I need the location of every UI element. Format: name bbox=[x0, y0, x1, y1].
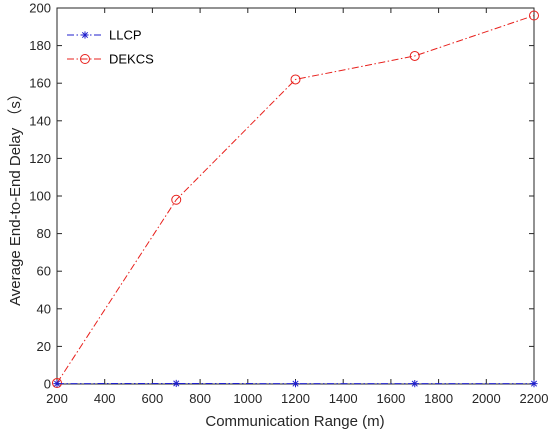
x-tick-label: 2000 bbox=[472, 391, 501, 406]
y-tick-label: 60 bbox=[37, 264, 51, 279]
data-point-dekcs bbox=[529, 10, 539, 21]
legend: LLCP DEKCS bbox=[62, 17, 170, 73]
x-tick-label: 1200 bbox=[281, 391, 310, 406]
data-point-llcp bbox=[291, 380, 300, 388]
x-tick-label: 1400 bbox=[329, 391, 358, 406]
y-tick-label: 180 bbox=[29, 38, 51, 53]
y-tick-label: 80 bbox=[37, 226, 51, 241]
series-layer bbox=[52, 10, 539, 389]
data-point-dekcs bbox=[171, 194, 182, 205]
legend-marker bbox=[81, 31, 89, 39]
x-tick-label: 2200 bbox=[520, 391, 549, 406]
y-axis: 0 20 40 60 80 100 120 140 160 180 200 bbox=[29, 1, 534, 392]
data-point-llcp bbox=[411, 380, 419, 388]
data-point-llcp bbox=[530, 380, 538, 388]
y-tick-label: 200 bbox=[29, 1, 51, 16]
data-point-dekcs bbox=[409, 50, 420, 61]
data-point-llcp bbox=[53, 380, 61, 388]
legend-box bbox=[62, 17, 170, 73]
y-axis-label: Average End-to-End Delay （s） bbox=[7, 86, 24, 306]
y-tick-label: 140 bbox=[29, 113, 51, 128]
data-point-dekcs bbox=[52, 378, 62, 389]
y-tick-label: 20 bbox=[37, 339, 51, 354]
y-tick-label: 100 bbox=[29, 189, 51, 204]
x-tick-label: 600 bbox=[142, 391, 164, 406]
x-tick-label: 1000 bbox=[233, 391, 262, 406]
data-point-dekcs bbox=[290, 74, 301, 85]
x-tick-label: 1800 bbox=[424, 391, 453, 406]
legend-label: DEKCS bbox=[109, 52, 154, 67]
series-line-dekcs bbox=[56, 15, 535, 384]
x-tick-label: 400 bbox=[94, 391, 116, 406]
legend-marker bbox=[80, 54, 90, 64]
y-tick-label: 120 bbox=[29, 151, 51, 166]
x-tick-label: 1600 bbox=[376, 391, 405, 406]
y-tick-label: 0 bbox=[44, 377, 51, 392]
data-point-llcp bbox=[172, 379, 180, 388]
y-tick-label: 40 bbox=[37, 301, 51, 316]
x-axis-label: Communication Range (m) bbox=[205, 413, 384, 430]
x-tick-label: 200 bbox=[46, 391, 68, 406]
y-tick-label: 160 bbox=[29, 76, 51, 91]
x-tick-label: 800 bbox=[189, 391, 211, 406]
legend-label: LLCP bbox=[109, 28, 142, 43]
